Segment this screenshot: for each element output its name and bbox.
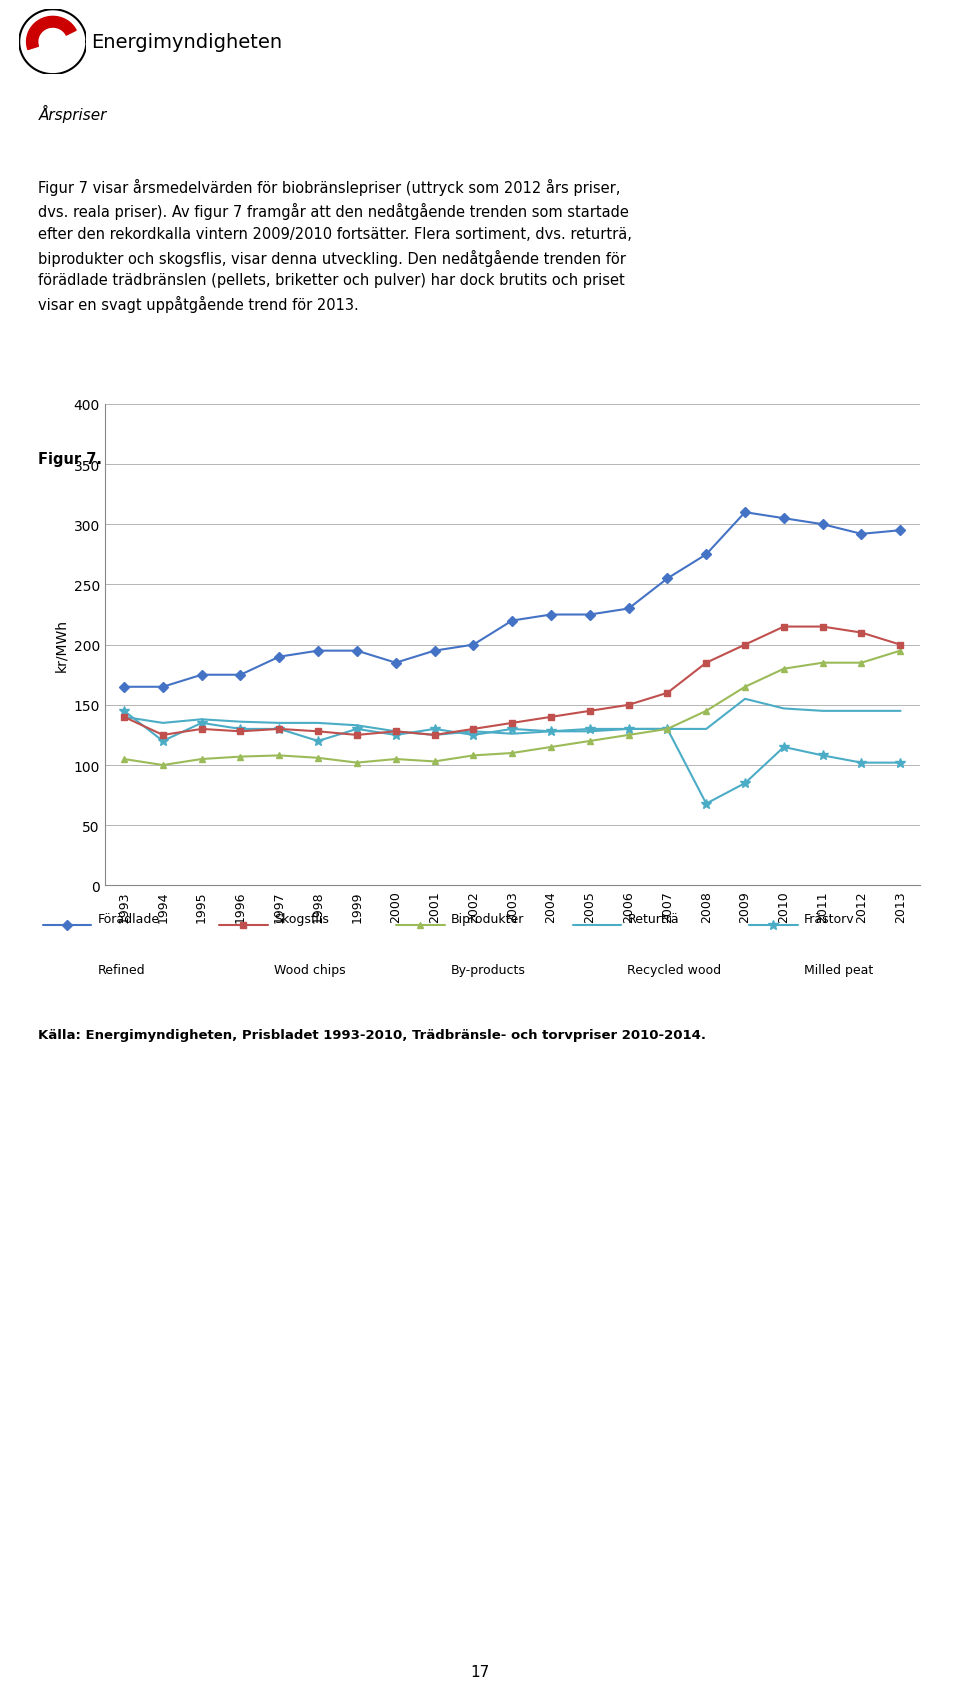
Text: Förädlade: Förädlade — [98, 912, 159, 925]
Text: Refined: Refined — [98, 964, 145, 976]
Text: Returträ: Returträ — [628, 912, 679, 925]
Text: Milled peat: Milled peat — [804, 964, 874, 976]
Text: Recycled wood: Recycled wood — [628, 964, 722, 976]
Text: Energimyndigheten: Energimyndigheten — [91, 32, 282, 53]
Polygon shape — [27, 17, 76, 51]
Text: Biprodukter: Biprodukter — [451, 912, 524, 925]
Text: 17: 17 — [470, 1664, 490, 1678]
Text: Källa: Energimyndigheten, Prisbladet 1993-2010, Trädbränsle- och torvpriser 2010: Källa: Energimyndigheten, Prisbladet 199… — [38, 1028, 707, 1041]
Text: Figur 7 visar årsmedelvärden för biobränslepriser (uttryck som 2012 års priser,
: Figur 7 visar årsmedelvärden för biobrän… — [38, 179, 633, 312]
Text: Skogsflis: Skogsflis — [275, 912, 329, 925]
Y-axis label: kr/MWh: kr/MWh — [54, 618, 68, 673]
Text: Wood chips: Wood chips — [275, 964, 346, 976]
Text: Frästorv: Frästorv — [804, 912, 854, 925]
Text: By-products: By-products — [451, 964, 526, 976]
Text: Årspriser: Årspriser — [38, 106, 107, 123]
Text: Figur 7. Trädbränsle- och torvpriser, SEK/MWh, årsmedelvärden 1993-2013, 2012 år: Figur 7. Trädbränsle- och torvpriser, SE… — [38, 449, 789, 466]
